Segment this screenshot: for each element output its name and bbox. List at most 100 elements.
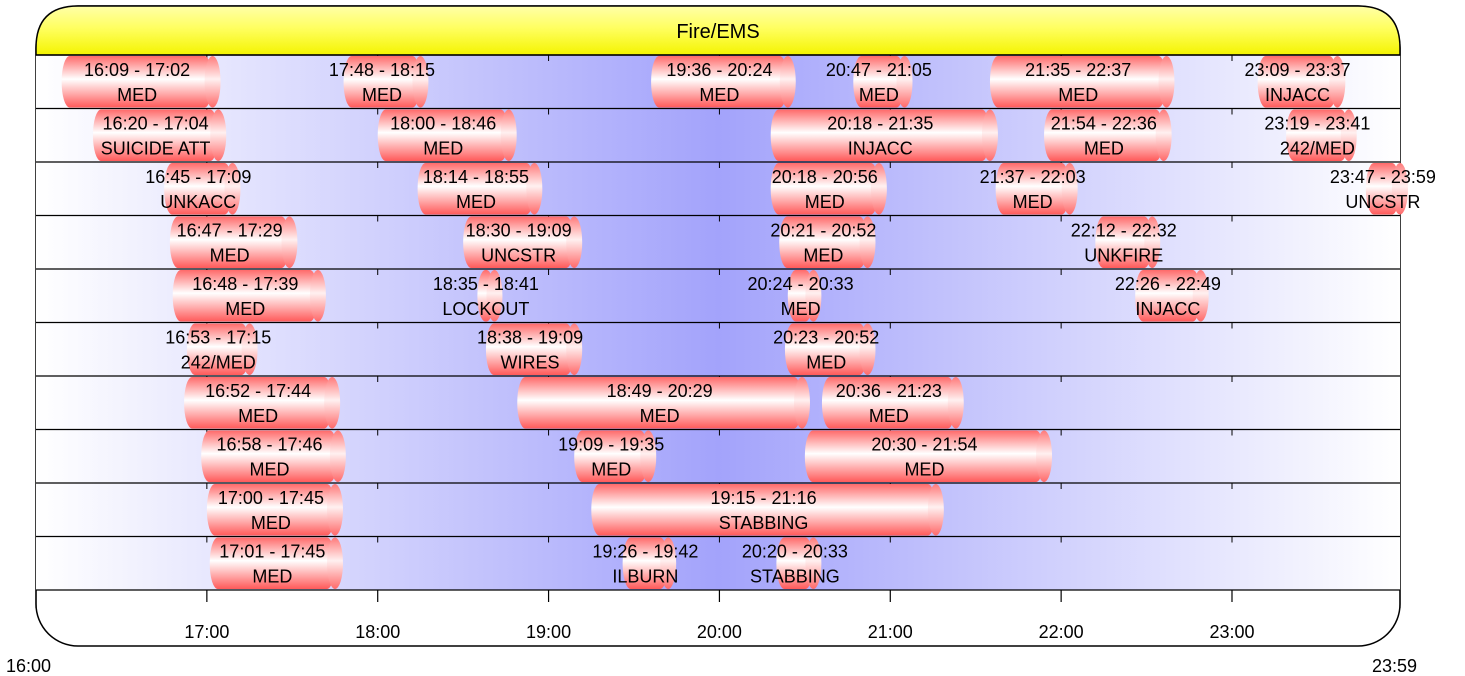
event-bar[interactable]: 21:54 - 22:36 MED (1044, 109, 1172, 162)
axis-tick-label: 17:00 (184, 622, 229, 642)
event-bar[interactable]: 16:53 - 17:15 242/MED (165, 323, 271, 376)
event-time-label: 16:53 - 17:15 (165, 328, 271, 348)
event-bar[interactable]: 20:21 - 20:52 MED (770, 216, 876, 269)
event-bar[interactable]: 17:00 - 17:45 MED (206, 484, 343, 536)
event-bar-cap (805, 270, 822, 322)
event-time-label: 22:26 - 22:49 (1115, 274, 1221, 294)
event-bar[interactable]: 20:47 - 21:05 MED (826, 56, 932, 108)
event-bar-body (1135, 270, 1201, 322)
row-grid (36, 54, 1400, 591)
event-type-label: ILBURN (612, 567, 678, 587)
event-bar[interactable]: 18:14 - 18:55 MED (417, 163, 543, 215)
event-bar[interactable]: 22:26 - 22:49 INJACC (1115, 270, 1221, 322)
event-time-label: 20:47 - 21:05 (826, 60, 932, 80)
event-time-label: 23:19 - 23:41 (1264, 114, 1370, 134)
event-type-label: MED (591, 460, 631, 480)
event-bar[interactable]: 20:18 - 20:56 MED (770, 163, 887, 215)
event-bar[interactable]: 19:09 - 19:35 MED (558, 430, 664, 483)
event-bar[interactable]: 23:09 - 23:37 INJACC (1244, 56, 1351, 108)
event-type-label: 242/MED (1280, 139, 1355, 159)
event-time-label: 20:21 - 20:52 (770, 221, 876, 241)
event-bar[interactable]: 21:37 - 22:03 MED (980, 163, 1086, 215)
event-time-label: 21:35 - 22:37 (1025, 60, 1131, 80)
event-bar[interactable]: 20:18 - 21:35 INJACC (770, 109, 998, 162)
event-bar[interactable]: 20:24 - 20:33 MED (748, 270, 854, 322)
chart-title: Fire/EMS (676, 21, 759, 43)
event-bar-cap (566, 216, 583, 268)
event-bar[interactable]: 19:15 - 21:16 STABBING (591, 484, 944, 536)
event-bar[interactable]: 20:20 - 20:33 STABBING (742, 537, 848, 590)
event-bar-cap (1329, 56, 1346, 108)
event-bar[interactable]: 17:01 - 17:45 MED (209, 537, 343, 590)
event-bar-body (164, 163, 233, 215)
event-time-label: 17:00 - 17:45 (218, 488, 324, 508)
event-bar[interactable]: 16:52 - 17:44 MED (184, 377, 341, 429)
event-bar[interactable]: 21:35 - 22:37 MED (989, 56, 1175, 108)
event-bar-body (804, 430, 1045, 482)
event-time-label: 20:18 - 21:35 (827, 114, 933, 134)
event-time-label: 22:12 - 22:32 (1071, 221, 1177, 241)
event-bar[interactable]: 22:12 - 22:32 UNKFIRE (1071, 216, 1177, 269)
event-bar-body (184, 377, 333, 429)
event-bar[interactable]: 16:45 - 17:09 UNKACC (145, 163, 251, 215)
event-bar-body (1365, 163, 1400, 215)
event-bar-cap (500, 109, 517, 161)
event-bar-body (463, 216, 575, 268)
axis-tick-label: 22:00 (1039, 622, 1084, 642)
event-type-label: MED (859, 85, 899, 105)
event-bar-cap (927, 484, 944, 536)
event-time-label: 17:48 - 18:15 (329, 60, 435, 80)
event-type-label: INJACC (1135, 299, 1200, 319)
event-bar[interactable]: 18:35 - 18:41 LOCKOUT (433, 270, 539, 322)
event-time-label: 19:36 - 20:24 (666, 60, 772, 80)
event-bar[interactable]: 17:48 - 18:15 MED (329, 56, 435, 108)
event-bar[interactable]: 20:30 - 21:54 MED (804, 430, 1053, 483)
event-time-label: 19:26 - 19:42 (592, 542, 698, 562)
event-bar[interactable]: 16:47 - 17:29 MED (169, 216, 298, 269)
event-bar[interactable]: 18:00 - 18:46 MED (377, 109, 517, 162)
axis-tick-label: 23:00 (1209, 622, 1254, 642)
event-bar-cap (329, 430, 346, 482)
event-bar-body (989, 56, 1167, 108)
event-bar-body (485, 323, 575, 375)
event-time-label: 19:15 - 21:16 (711, 488, 817, 508)
event-bar-body (651, 56, 788, 108)
event-bar[interactable]: 16:48 - 17:39 MED (172, 270, 326, 322)
event-bar[interactable]: 16:09 - 17:02 MED (61, 56, 221, 108)
event-bar[interactable]: 18:30 - 19:09 UNCSTR (463, 216, 583, 269)
event-bar[interactable]: 20:23 - 20:52 MED (773, 323, 879, 376)
event-bar-body (169, 216, 290, 268)
event-type-label: UNCSTR (481, 246, 556, 266)
event-bar-body (172, 270, 318, 322)
event-type-label: MED (869, 406, 909, 426)
event-bar[interactable]: 20:36 - 21:23 MED (821, 377, 964, 429)
x-axis: 17:00 18:00 19:00 20:00 21:00 22:00 23:00 (35, 590, 1401, 642)
event-bar[interactable]: 19:36 - 20:24 MED (651, 56, 796, 108)
event-bar[interactable]: 16:58 - 17:46 MED (201, 430, 346, 483)
event-time-label: 16:58 - 17:46 (216, 435, 322, 455)
event-bar-cap (896, 56, 913, 108)
event-bar[interactable]: 18:49 - 20:29 MED (517, 377, 811, 429)
event-bar-cap (204, 56, 221, 108)
event-type-label: INJACC (1265, 85, 1330, 105)
event-bar[interactable]: 16:20 - 17:04 SUICIDE ATT (92, 109, 227, 162)
event-bar[interactable]: 23:47 - 23:59 UNCSTR (1330, 163, 1436, 215)
event-time-label: 17:01 - 17:45 (219, 542, 325, 562)
event-bar[interactable]: 18:38 - 19:09 WIRES (477, 323, 583, 376)
event-bar-body (995, 163, 1070, 215)
event-type-label: STABBING (719, 513, 809, 533)
event-bar-body (622, 537, 669, 589)
event-type-label: MED (423, 139, 463, 159)
event-type-label: UNCSTR (1345, 192, 1420, 212)
event-bar-cap (859, 216, 876, 268)
event-type-label: MED (904, 460, 944, 480)
event-bar[interactable]: 19:26 - 19:42 ILBURN (592, 537, 698, 590)
event-time-label: 20:18 - 20:56 (772, 167, 878, 187)
event-type-label: MED (640, 406, 680, 426)
event-bar-cap (1061, 163, 1078, 215)
event-time-label: 16:20 - 17:04 (103, 114, 209, 134)
event-time-label: 16:47 - 17:29 (177, 221, 283, 241)
event-bar[interactable]: 23:19 - 23:41 242/MED (1264, 109, 1370, 162)
